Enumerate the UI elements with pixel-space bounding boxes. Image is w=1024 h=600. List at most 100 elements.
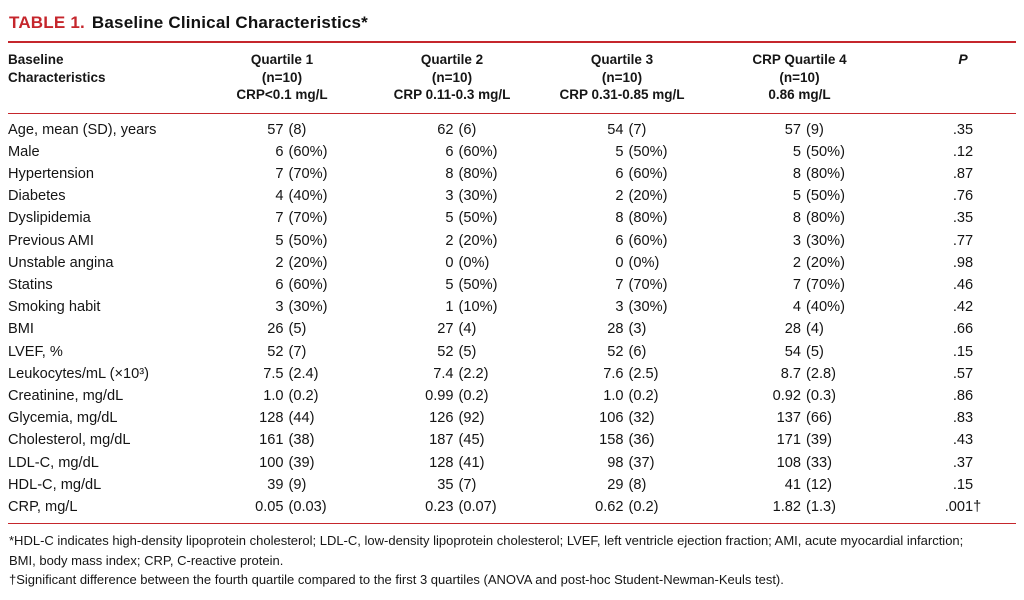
cell-q4: 5 (50%) bbox=[707, 185, 892, 207]
cell-mean-value: 0.05 bbox=[255, 498, 284, 515]
cell-mean-value: 0 bbox=[445, 254, 454, 271]
cell-mean-value: 7.4 bbox=[433, 365, 454, 382]
cell-q4: 108 (33) bbox=[707, 452, 892, 474]
cell-mean-value: 54 bbox=[607, 121, 624, 138]
header-line: CRP<0.1 mg/L bbox=[236, 87, 328, 102]
cell-sd-value: (50%) bbox=[288, 232, 328, 249]
cell-q3: 28 (3) bbox=[537, 318, 707, 340]
cell-p-value: .35 bbox=[952, 121, 974, 138]
header-line: (n=10) bbox=[601, 69, 643, 85]
cell-sd-value: (50%) bbox=[458, 276, 498, 293]
header-line: P bbox=[958, 51, 968, 67]
cell-q2: 187 (45) bbox=[367, 429, 537, 451]
row-label: HDL-C, mg/dL bbox=[8, 476, 102, 493]
cell-q1: 100 (39) bbox=[197, 452, 367, 474]
row-label: Statins bbox=[8, 276, 53, 293]
cell-q3: 0 (0%) bbox=[537, 252, 707, 274]
cell-q4: 57 (9) bbox=[707, 113, 892, 141]
cell-mean-value: 57 bbox=[267, 121, 284, 138]
cell-q2: 5 (50%) bbox=[367, 274, 537, 296]
cell-q3: 52 (6) bbox=[537, 341, 707, 363]
cell-p-value: .87 bbox=[952, 165, 974, 182]
cell-mean-value: 2 bbox=[275, 254, 284, 271]
divider-top bbox=[8, 41, 1016, 43]
cell-mean-value: 35 bbox=[437, 476, 454, 493]
cell-mean-value: 1 bbox=[445, 299, 454, 316]
row-label: Leukocytes/mL (×10³) bbox=[8, 365, 149, 382]
footnote-abbreviations-line-1: *HDL-C indicates high-density lipoprotei… bbox=[9, 533, 964, 549]
cell-sd-value: (80%) bbox=[806, 210, 845, 227]
cell-sd-value: (60%) bbox=[288, 143, 328, 160]
cell-q1: 6 (60%) bbox=[197, 274, 367, 296]
cell-sd-value: (9) bbox=[806, 121, 824, 138]
cell-q4: 5 (50%) bbox=[707, 141, 892, 163]
row-label: Dyslipidemia bbox=[8, 210, 91, 227]
cell-mean-value: 41 bbox=[784, 476, 801, 493]
cell-q3: 106 (32) bbox=[537, 407, 707, 429]
cell-sd-value: (20%) bbox=[288, 254, 328, 271]
cell-sd-value: (41) bbox=[458, 454, 485, 471]
cell-sd-value: (44) bbox=[288, 410, 315, 427]
cell-sd-value: (40%) bbox=[288, 188, 328, 205]
cell-mean-value: 137 bbox=[776, 410, 801, 427]
cell-sd-value: (40%) bbox=[806, 299, 845, 316]
cell-mean-value: 0.62 bbox=[595, 498, 624, 515]
cell-mean-value: 171 bbox=[776, 432, 801, 449]
cell-mean-value: 3 bbox=[445, 188, 454, 205]
column-header-quartile-2: Quartile 2 (n=10) CRP 0.11-0.3 mg/L bbox=[367, 43, 537, 114]
cell-q2: 126 (92) bbox=[367, 407, 537, 429]
cell-sd-value: (12) bbox=[806, 476, 832, 493]
table-row: BMI 26 (5) 27 (4) 28 (3) 28 (4) .66 bbox=[8, 318, 1016, 340]
cell-mean-value: 7 bbox=[275, 165, 284, 182]
cell-q1: 128 (44) bbox=[197, 407, 367, 429]
table-row: Age, mean (SD), years 57 (8) 62 (6) 54 (7) 57 (9… bbox=[8, 113, 1016, 141]
cell-q1: 3 (30%) bbox=[197, 296, 367, 318]
cell-sd-value: (80%) bbox=[628, 210, 668, 227]
cell-q4: 8 (80%) bbox=[707, 207, 892, 229]
cell-p-value: .98 bbox=[952, 254, 974, 271]
cell-q1: 52 (7) bbox=[197, 341, 367, 363]
row-label: Creatinine, mg/dL bbox=[8, 387, 124, 404]
cell-p-value: .42 bbox=[952, 299, 974, 316]
table-row: Dyslipidemia 7 (70%) 5 (50%) 8 (80%) 8 (80%) .35 bbox=[8, 207, 1016, 229]
cell-sd-value: (60%) bbox=[458, 143, 498, 160]
cell-q1: 39 (9) bbox=[197, 474, 367, 496]
cell-sd-value: (30%) bbox=[458, 188, 498, 205]
header-line: (n=10) bbox=[431, 69, 473, 85]
cell-sd-value: (33) bbox=[806, 454, 832, 471]
cell-q3: 7 (70%) bbox=[537, 274, 707, 296]
cell-sd-value: (70%) bbox=[806, 276, 845, 293]
table-title: Baseline Clinical Characteristics* bbox=[91, 13, 369, 32]
cell-q1: 161 (38) bbox=[197, 429, 367, 451]
cell-mean-value: 52 bbox=[437, 343, 454, 360]
cell-mean-value: 5 bbox=[275, 232, 284, 249]
cell-mean-value: 29 bbox=[607, 476, 624, 493]
cell-q4: 54 (5) bbox=[707, 341, 892, 363]
cell-sd-value: (0.2) bbox=[458, 387, 489, 404]
cell-mean-value: 5 bbox=[445, 276, 454, 293]
cell-sd-value: (70%) bbox=[288, 165, 328, 182]
cell-q1: 7 (70%) bbox=[197, 163, 367, 185]
header-line: Quartile 3 bbox=[590, 52, 654, 67]
cell-sd-value: (5) bbox=[288, 321, 307, 338]
cell-sd-value: (39) bbox=[288, 454, 315, 471]
row-label: BMI bbox=[8, 321, 34, 338]
cell-q2: 7.4 (2.2) bbox=[367, 363, 537, 385]
cell-mean-value: 3 bbox=[792, 232, 801, 249]
cell-sd-value: (0.07) bbox=[458, 498, 497, 515]
cell-mean-value: 126 bbox=[429, 410, 454, 427]
cell-q4: 3 (30%) bbox=[707, 230, 892, 252]
cell-sd-value: (20%) bbox=[628, 188, 668, 205]
cell-mean-value: 57 bbox=[784, 121, 801, 138]
cell-q3: 1.0 (0.2) bbox=[537, 385, 707, 407]
cell-sd-value: (37) bbox=[628, 454, 655, 471]
cell-q3: 6 (60%) bbox=[537, 230, 707, 252]
cell-p-value: .12 bbox=[952, 143, 974, 160]
cell-mean-value: 8.7 bbox=[780, 365, 801, 382]
table-row: Creatinine, mg/dL 1.0 (0.2) 0.99 (0.2) 1.0 (0.… bbox=[8, 385, 1016, 407]
cell-sd-value: (50%) bbox=[806, 188, 845, 205]
cell-sd-value: (6) bbox=[628, 343, 647, 360]
cell-q2: 0 (0%) bbox=[367, 252, 537, 274]
table-row: Leukocytes/mL (×10³) 7.5 (2.4) 7.4 (2.2) 7.6(… bbox=[8, 363, 1016, 385]
row-label: LVEF, % bbox=[8, 343, 63, 360]
